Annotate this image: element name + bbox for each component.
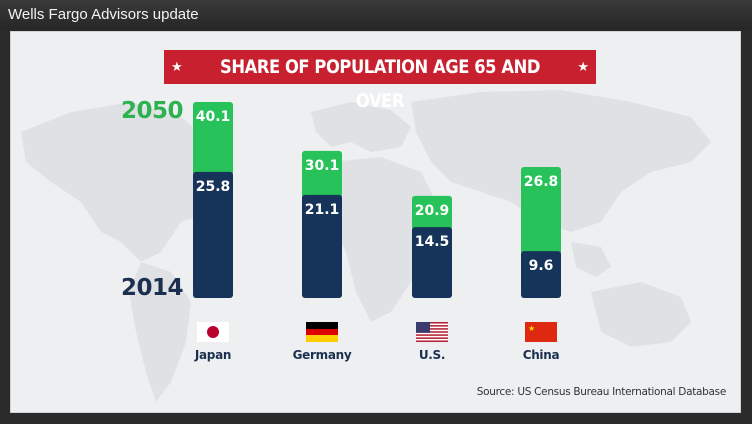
germany-flag-icon bbox=[306, 322, 338, 342]
source-note: Source: US Census Bureau International D… bbox=[476, 386, 727, 398]
legend-2014: 2014 bbox=[121, 275, 184, 301]
bar-group-japan: 40.1 25.8 bbox=[193, 102, 233, 298]
bar-2014 bbox=[193, 171, 233, 298]
data-label-2014: 21.1 bbox=[305, 202, 340, 218]
bar-2050 bbox=[521, 167, 561, 256]
bar-2014 bbox=[412, 227, 452, 298]
data-label-2050: 30.1 bbox=[305, 158, 340, 174]
infographic-panel: ★ SHARE OF POPULATION AGE 65 AND OVER ★ … bbox=[10, 31, 741, 413]
category-label: Japan bbox=[194, 348, 232, 362]
data-label-2014: 9.6 bbox=[529, 258, 554, 274]
data-label-2014: 14.5 bbox=[415, 234, 450, 250]
star-icon: ★ bbox=[577, 59, 589, 74]
bar-group-us: 20.9 14.5 bbox=[412, 195, 452, 298]
chart-title: SHARE OF POPULATION AGE 65 AND OVER bbox=[220, 56, 540, 112]
category-label: U.S. bbox=[418, 348, 446, 362]
bar-2050 bbox=[412, 195, 452, 232]
china-flag-icon: ★ bbox=[525, 322, 557, 342]
bar-2050 bbox=[193, 102, 233, 176]
data-label-2050: 20.9 bbox=[415, 203, 450, 219]
us-flag-icon bbox=[416, 322, 448, 342]
bar-group-china: 26.8 9.6 bbox=[521, 167, 561, 298]
svg-text:★: ★ bbox=[528, 324, 535, 333]
data-label-2050: 40.1 bbox=[196, 109, 231, 125]
world-map-background bbox=[21, 90, 711, 402]
bar-group-germany: 30.1 21.1 bbox=[302, 150, 342, 298]
category-label: Germany bbox=[292, 348, 352, 362]
window-title: Wells Fargo Advisors update bbox=[0, 0, 752, 30]
data-label-2050: 26.8 bbox=[524, 174, 559, 190]
category-label: China bbox=[522, 348, 560, 362]
bar-2014 bbox=[521, 251, 561, 298]
japan-flag-icon bbox=[197, 322, 229, 342]
legend-2050: 2050 bbox=[121, 98, 184, 124]
star-icon: ★ bbox=[171, 59, 183, 74]
data-label-2014: 25.8 bbox=[196, 179, 231, 195]
bar-2014 bbox=[302, 194, 342, 298]
title-banner: ★ SHARE OF POPULATION AGE 65 AND OVER ★ bbox=[164, 50, 596, 112]
bar-chart: 40.1 25.8 30.1 21.1 20.9 14.5 26.8 9.6 bbox=[193, 102, 561, 298]
bar-2050 bbox=[302, 150, 342, 199]
